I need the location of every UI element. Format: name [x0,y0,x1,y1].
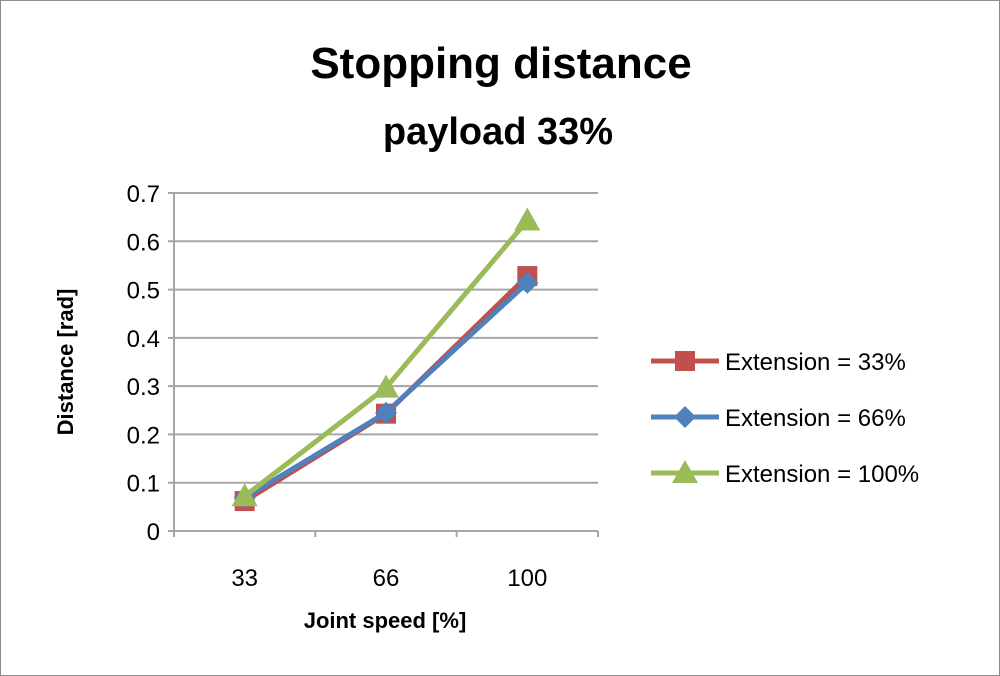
legend-label: Extension = 33% [725,349,906,376]
legend-marker [672,460,698,483]
data-point [231,483,258,507]
chart-subtitle: payload 33% [383,111,613,153]
legend-item: Extension = 66% [651,405,906,432]
data-point [373,374,399,398]
legend-label: Extension = 66% [725,405,906,432]
legend-marker [675,351,695,371]
legend-item: Extension = 100% [651,460,919,488]
y-tick-label: 0.6 [127,229,160,256]
data-point [514,207,541,231]
legend-item: Extension = 33% [651,349,906,376]
y-axis-label: Distance [rad] [53,289,78,436]
y-tick-label: 0.1 [127,471,160,498]
x-tick-label: 100 [507,565,547,592]
y-tick-label: 0.2 [127,422,160,449]
data-point [375,401,397,424]
x-tick-label: 33 [231,565,258,592]
y-tick-label: 0.7 [127,181,160,208]
legend-marker [674,406,696,428]
y-tick-label: 0 [147,519,160,546]
series-line [243,218,530,499]
x-axis-label: Joint speed [%] [304,608,467,633]
chart-title: Stopping distance [310,39,691,88]
x-tick-label: 66 [373,565,400,592]
y-tick-label: 0.4 [127,326,160,353]
y-tick-label: 0.5 [127,278,160,305]
data-point [516,271,539,294]
y-tick-label: 0.3 [127,374,160,401]
series-3 [231,207,541,507]
legend-label: Extension = 100% [725,461,919,488]
